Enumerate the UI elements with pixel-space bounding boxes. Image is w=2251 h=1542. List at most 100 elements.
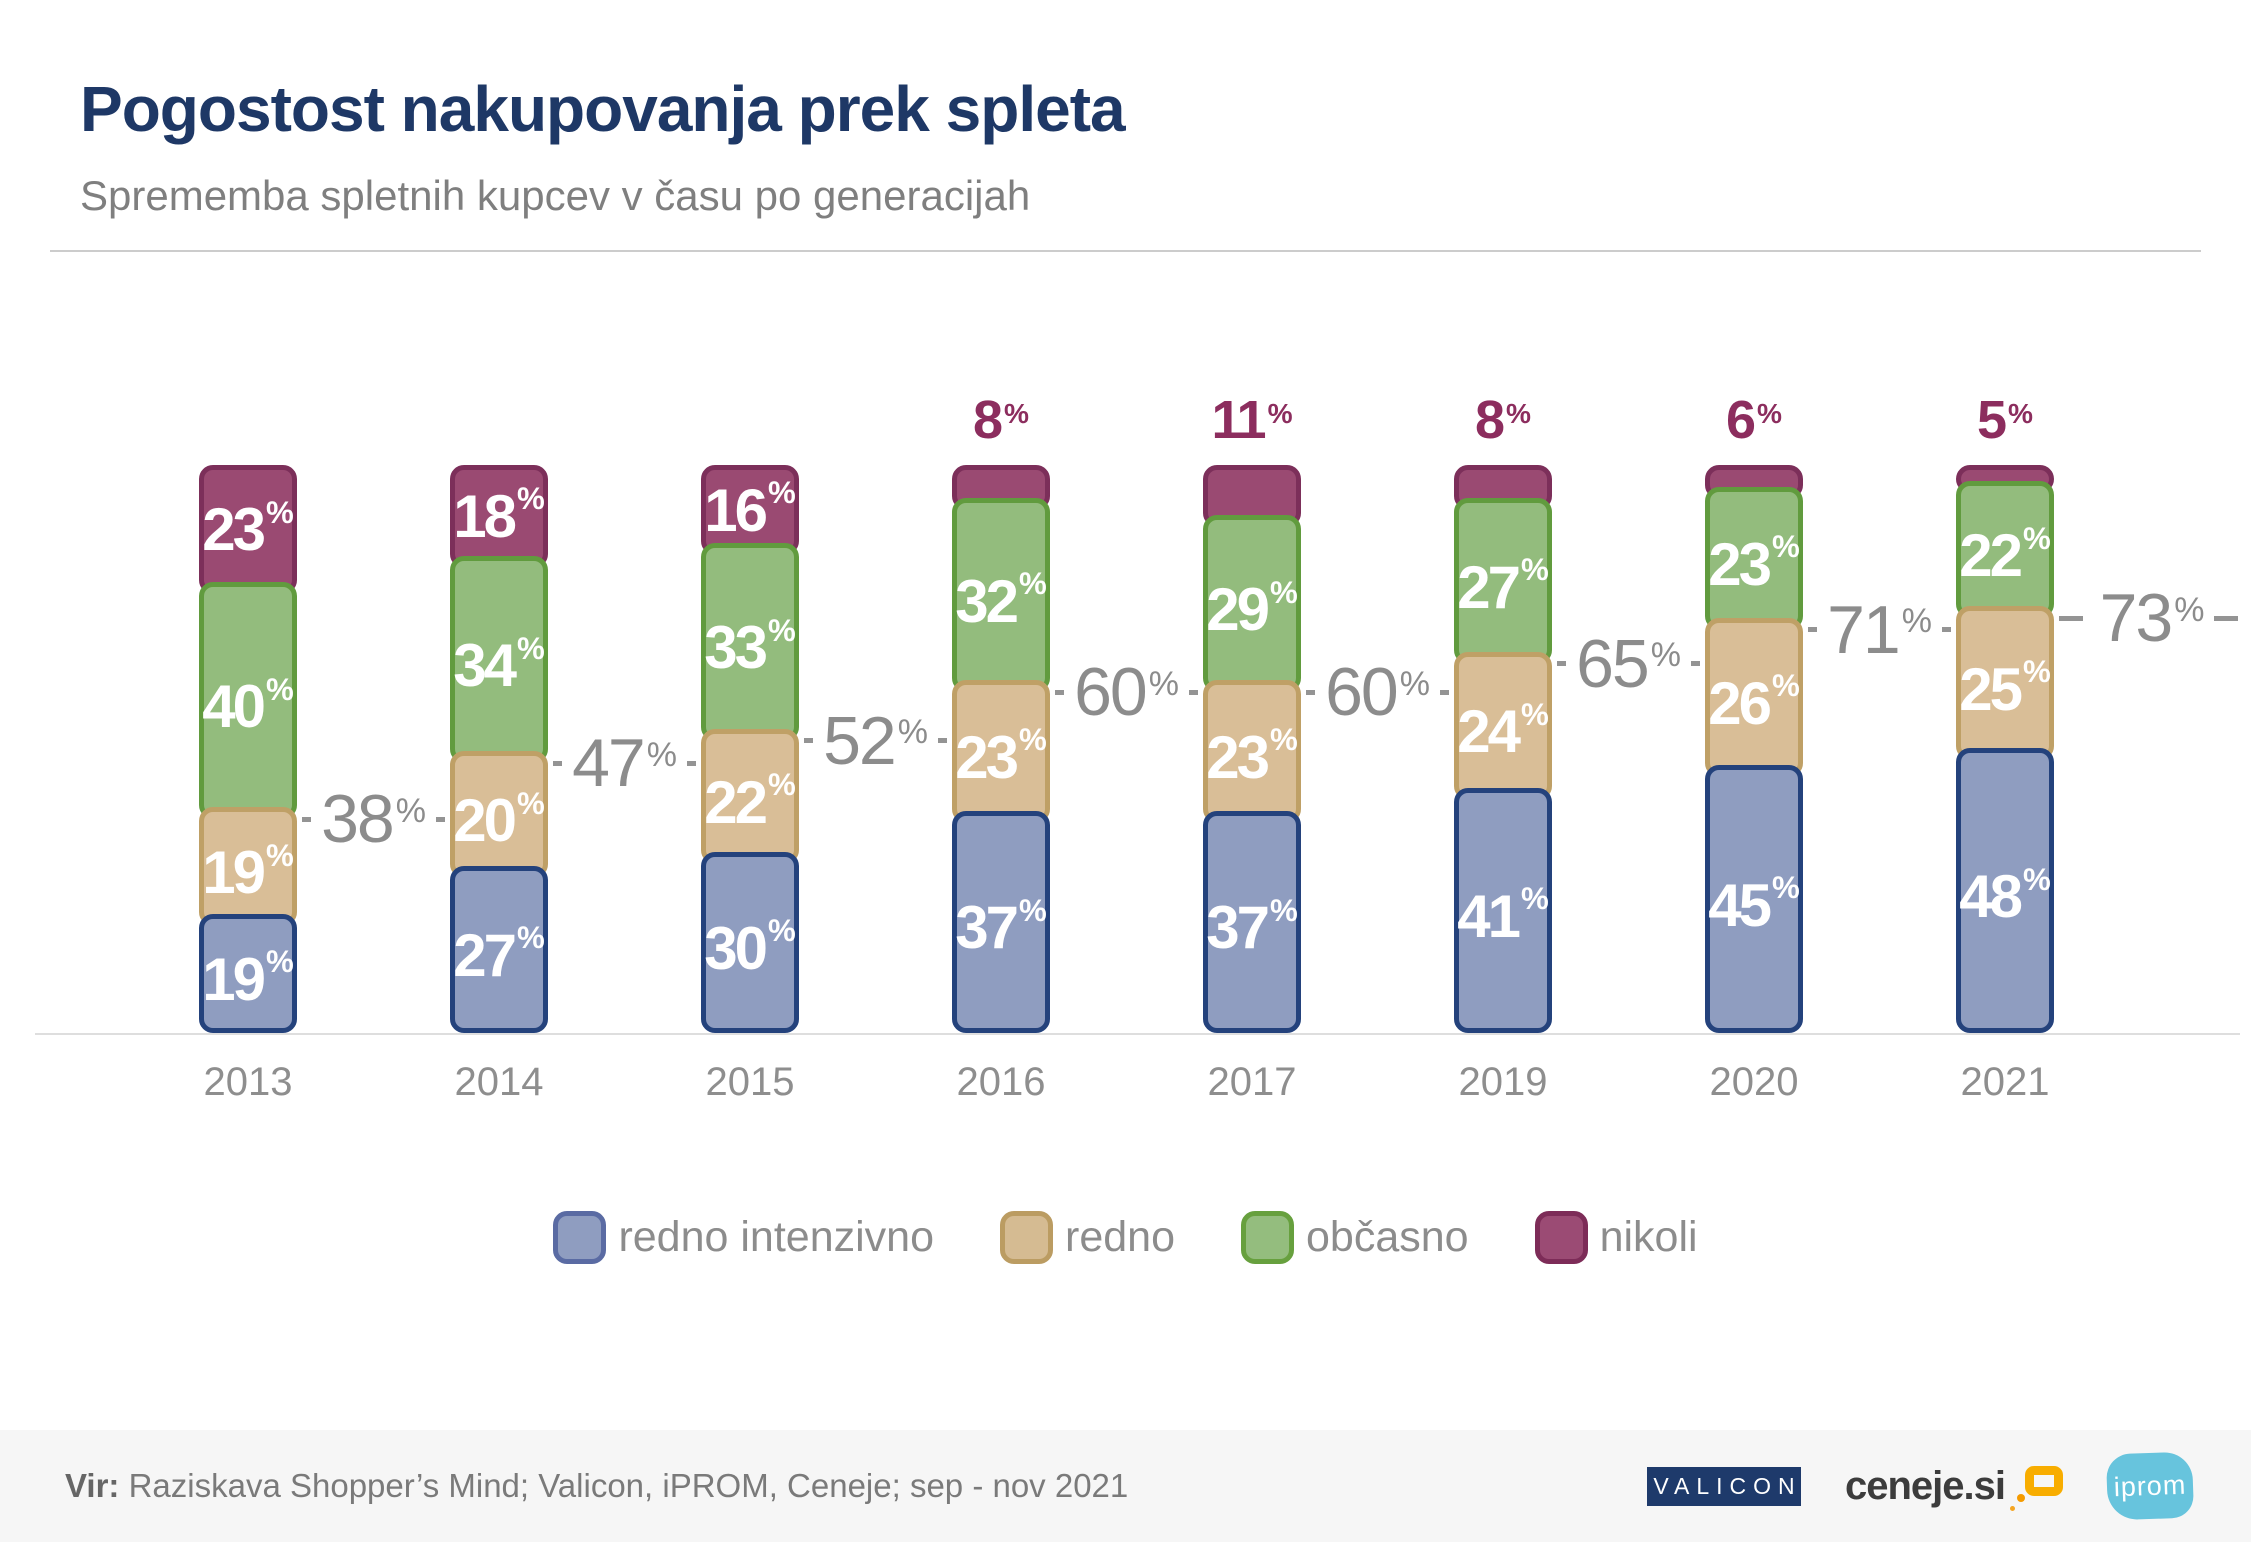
footer-bar: Vir: Raziskava Shopper’s Mind; Valicon, … xyxy=(0,1430,2251,1542)
percent-sign: % xyxy=(1772,529,1800,565)
ceneje-logo: ceneje.si xyxy=(1845,1464,2063,1511)
value-label-redno-2015: 22% xyxy=(704,767,796,836)
x-axis-label-2017: 2017 xyxy=(1207,1060,1297,1104)
percent-sign: % xyxy=(517,920,545,956)
legend-swatch-icon xyxy=(1240,1211,1294,1264)
value-label-redno-2013: 19% xyxy=(202,837,294,907)
value-label-občasno-2014: 34% xyxy=(453,630,545,700)
page-subtitle: Sprememba spletnih kupcev v času po gene… xyxy=(80,172,1031,219)
percent-sign: % xyxy=(1757,397,1782,429)
connector-2020: 71% xyxy=(1808,592,1951,668)
legend-swatch-icon xyxy=(1534,1211,1588,1264)
dashed-line xyxy=(2059,615,2090,621)
value-label-nikoli-2015: 16% xyxy=(704,474,796,544)
segment-občasno-2021 xyxy=(1956,481,2054,619)
value-label-občasno-2013: 40% xyxy=(202,671,294,741)
connector-2015: 52% xyxy=(804,703,947,779)
value-label-redno-intenzivno-2015: 30% xyxy=(704,913,796,983)
dashed-line xyxy=(1690,661,1700,667)
value-label-redno-intenzivno-2016: 37% xyxy=(955,892,1047,962)
bubble-small-dot-icon xyxy=(2010,1506,2015,1511)
legend-item-redno: redno xyxy=(1000,1211,1175,1264)
percent-sign: % xyxy=(1270,892,1298,928)
connector-label-2013: 38% xyxy=(321,781,426,858)
segment-redno-intenzivno-2015 xyxy=(701,852,799,1033)
segment-redno-intenzivno-2020 xyxy=(1705,765,1803,1033)
segment-redno-2015 xyxy=(701,728,799,865)
dashed-line xyxy=(1055,689,1065,695)
percent-sign: % xyxy=(1650,636,1681,675)
source-label: Vir: xyxy=(65,1467,120,1504)
percent-sign: % xyxy=(517,785,545,821)
iprom-logo: iprom xyxy=(2105,1451,2195,1521)
value-label-občasno-2017: 29% xyxy=(1206,574,1298,644)
percent-sign: % xyxy=(1521,881,1549,917)
segment-občasno-2017 xyxy=(1203,515,1301,693)
percent-sign: % xyxy=(1270,574,1298,610)
percent-sign: % xyxy=(266,494,294,530)
connector-label-2017: 60% xyxy=(1325,654,1430,731)
percent-sign: % xyxy=(1506,397,1531,429)
percent-sign: % xyxy=(1019,722,1047,758)
percent-sign: % xyxy=(266,671,294,707)
value-label-občasno-2019: 27% xyxy=(1457,551,1549,621)
percent-sign: % xyxy=(266,944,294,980)
segment-redno-2016 xyxy=(952,680,1050,823)
value-label-redno-intenzivno-2019: 41% xyxy=(1457,881,1549,951)
percent-sign: % xyxy=(2023,520,2051,556)
x-axis-label-2014: 2014 xyxy=(454,1060,544,1104)
dashed-line xyxy=(804,738,814,744)
percent-sign: % xyxy=(395,791,426,830)
value-label-above-2019: 8% xyxy=(1474,390,1531,450)
percent-sign: % xyxy=(1772,668,1800,704)
legend-label: občasno xyxy=(1305,1213,1469,1261)
x-axis-baseline xyxy=(35,1033,2240,1035)
header-divider xyxy=(50,250,2201,252)
dashed-line xyxy=(435,816,445,822)
value-label-občasno-2015: 33% xyxy=(704,612,796,682)
dashed-line xyxy=(686,760,696,766)
percent-sign: % xyxy=(1270,722,1298,758)
percent-sign: % xyxy=(768,612,796,648)
x-axis-label-2016: 2016 xyxy=(956,1060,1046,1104)
segment-redno-2013 xyxy=(199,807,297,927)
segment-občasno-2016 xyxy=(952,498,1050,693)
connector-2017: 60% xyxy=(1306,654,1449,730)
dashed-line xyxy=(1941,627,1951,633)
value-label-above-2021: 5% xyxy=(1976,390,2033,450)
dashed-line xyxy=(553,760,563,766)
bubble-dot-icon xyxy=(2017,1494,2025,1502)
dashed-line xyxy=(1557,661,1567,667)
segment-redno-intenzivno-2013 xyxy=(199,914,297,1033)
value-label-above-2016: 8% xyxy=(972,390,1029,450)
value-label-redno-2017: 23% xyxy=(1206,722,1298,792)
segment-občasno-2015 xyxy=(701,543,799,741)
percent-sign: % xyxy=(2174,590,2205,629)
value-label-redno-2020: 26% xyxy=(1708,668,1800,738)
percent-sign: % xyxy=(1521,696,1549,732)
value-label-redno-intenzivno-2013: 19% xyxy=(202,944,294,1014)
connector-label-2014: 47% xyxy=(572,725,677,802)
connector-label-2020: 71% xyxy=(1827,591,1932,668)
percent-sign: % xyxy=(1148,664,1179,703)
percent-sign: % xyxy=(1521,551,1549,587)
segment-redno-intenzivno-2021 xyxy=(1956,748,2054,1033)
percent-sign: % xyxy=(1399,664,1430,703)
percent-sign: % xyxy=(1772,870,1800,906)
source-note: Vir: Raziskava Shopper’s Mind; Valicon, … xyxy=(65,1467,1128,1505)
x-axis-label-2013: 2013 xyxy=(203,1060,293,1104)
x-axis-label-2019: 2019 xyxy=(1458,1060,1548,1104)
segment-redno-intenzivno-2016 xyxy=(952,810,1050,1033)
value-label-above-2017: 11% xyxy=(1211,390,1293,450)
segment-občasno-2014 xyxy=(450,556,548,764)
ceneje-bubble-icon xyxy=(2010,1464,2063,1511)
footer-logos: VALICON ceneje.si iprom xyxy=(1646,1451,2195,1521)
value-label-občasno-2016: 32% xyxy=(955,566,1047,635)
dashed-line xyxy=(1808,627,1818,633)
page-title: Pogostost nakupovanja prek spleta xyxy=(80,73,1126,145)
connector-2013: 38% xyxy=(302,781,445,857)
speech-bubble-icon xyxy=(2025,1466,2063,1496)
segment-redno-2017 xyxy=(1203,680,1301,823)
percent-sign: % xyxy=(517,481,545,517)
